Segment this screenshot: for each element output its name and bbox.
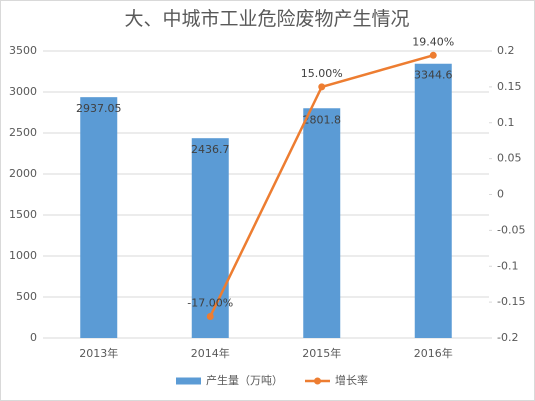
chart-title: 大、中城市工业危险废物产生情况 [124,8,409,30]
bar-value-label: 2436.7 [191,143,230,156]
y2-tick-label: 0.2 [497,44,515,57]
legend-label: 增长率 [335,373,368,387]
bar [80,97,118,339]
y-tick-label: 0 [30,331,37,344]
y-tick-label: 1500 [9,208,37,221]
legend-label: 产生量（万吨） [206,373,283,387]
x-tick-label: 2015年 [302,346,341,360]
y2-tick-label: -0.15 [497,295,525,308]
y-tick-label: 1000 [9,249,37,262]
bar-value-label: 3344.6 [414,69,453,82]
x-tick-label: 2014年 [191,346,230,360]
y-tick-label: 2500 [9,126,37,139]
y2-tick-label: 0.05 [497,152,522,165]
line-point [318,83,326,91]
bar [303,108,341,338]
bar-value-label: 2801.8 [303,113,342,126]
y2-tick-label: -0.1 [497,259,518,272]
legend-swatch [314,377,321,385]
legend-swatch [176,377,201,385]
line-value-label: 19.40% [412,35,454,48]
y-tick-label: 3500 [9,44,37,57]
bar-value-label: 2937.05 [76,102,122,115]
y2-tick-label: 0.1 [497,116,515,129]
bar [414,63,452,339]
y2-tick-label: 0 [497,188,504,201]
line-value-label: 15.00% [301,67,343,80]
y2-tick-label: -0.05 [497,223,525,236]
x-tick-label: 2016年 [414,346,453,360]
y-tick-label: 2000 [9,167,37,180]
y2-tick-label: 0.15 [497,80,522,93]
bar [191,138,229,338]
y-tick-label: 500 [16,290,37,303]
line-point [429,51,437,59]
line-value-label: -17.00% [187,296,233,309]
line-point [206,312,214,320]
y-tick-label: 3000 [9,85,37,98]
x-tick-label: 2013年 [79,346,118,360]
y2-tick-label: -0.2 [497,331,518,344]
